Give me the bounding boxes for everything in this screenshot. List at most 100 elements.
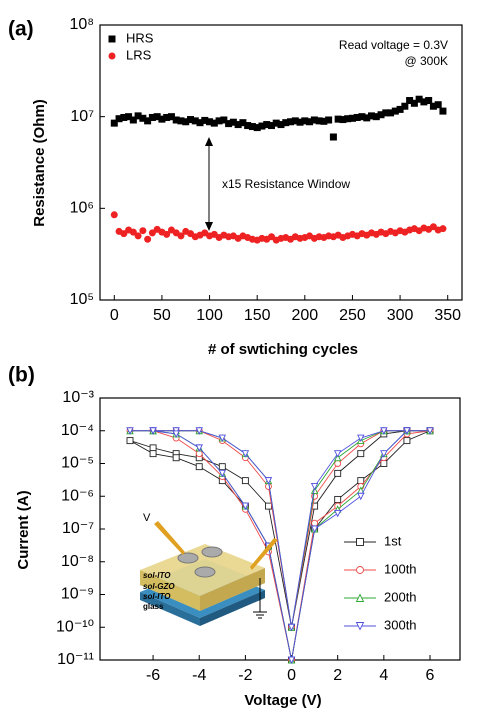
marker (139, 114, 147, 122)
marker (187, 116, 194, 124)
marker (391, 107, 399, 115)
marker (301, 117, 309, 125)
marker (144, 235, 152, 243)
x-tick-label: -4 (192, 667, 206, 684)
panel-label: (b) (8, 364, 35, 387)
marker (439, 107, 447, 115)
marker (339, 116, 347, 124)
y-tick-label: 10⁶ (70, 200, 94, 217)
legend-marker (356, 538, 364, 546)
x-tick-label: -2 (238, 667, 252, 684)
legend-label: LRS (126, 47, 152, 62)
marker (420, 98, 428, 106)
marker (357, 477, 365, 485)
marker (144, 117, 152, 125)
marker (357, 450, 365, 458)
marker (201, 116, 209, 124)
y-tick-label: 10⁻⁸ (61, 553, 94, 570)
marker (380, 460, 388, 467)
y-axis-label: Current (A) (15, 490, 32, 569)
annotation: Read voltage = 0.3V (339, 38, 448, 52)
marker (172, 116, 180, 124)
marker (348, 114, 356, 122)
marker (306, 118, 314, 126)
marker (439, 225, 447, 233)
marker (403, 427, 411, 435)
marker (129, 116, 137, 124)
x-tick-label: 250 (339, 307, 366, 324)
marker (325, 116, 333, 124)
marker (241, 450, 250, 458)
marker (401, 102, 409, 110)
plot-frame (99, 24, 463, 301)
marker (244, 122, 252, 130)
marker (333, 453, 342, 462)
marker (403, 437, 411, 445)
marker (358, 113, 366, 121)
marker (126, 427, 134, 435)
marker (110, 211, 118, 219)
marker (334, 495, 342, 503)
marker (334, 115, 342, 123)
marker (177, 232, 185, 240)
marker (134, 232, 142, 240)
legend-label: 100th (384, 561, 417, 576)
marker (120, 230, 128, 238)
marker (195, 444, 203, 452)
marker (429, 102, 437, 110)
x-tick-label: -6 (146, 667, 160, 684)
marker (220, 116, 228, 124)
marker (115, 115, 123, 123)
marker (425, 97, 433, 105)
marker (372, 113, 380, 121)
marker (172, 454, 180, 462)
marker (406, 97, 414, 105)
marker (126, 437, 134, 445)
y-tick-label: 10⁷ (70, 108, 94, 125)
marker (363, 114, 371, 122)
marker (191, 117, 199, 125)
x-tick-label: 300 (387, 307, 414, 324)
marker (218, 434, 227, 443)
marker (287, 656, 296, 665)
x-tick-label: 4 (379, 667, 388, 684)
y-tick-label: 10⁻⁵ (61, 455, 94, 472)
marker (148, 113, 156, 121)
legend-marker (355, 593, 365, 602)
marker (315, 117, 323, 125)
marker (368, 112, 375, 120)
marker (241, 502, 250, 511)
marker (229, 118, 237, 126)
legend-label: 300th (384, 617, 417, 632)
marker (434, 101, 442, 109)
legend-marker (108, 52, 116, 60)
panel-label: (a) (8, 18, 34, 41)
window-arrow (205, 137, 213, 231)
marker (149, 450, 157, 458)
annotation: @ 300K (404, 54, 448, 68)
marker (310, 486, 319, 494)
marker (241, 477, 249, 485)
marker (353, 113, 361, 121)
x-axis-label: Voltage (V) (244, 692, 321, 709)
marker (380, 427, 388, 435)
x-tick-label: 150 (244, 307, 271, 324)
marker (210, 119, 218, 127)
marker (239, 119, 247, 127)
marker (320, 117, 328, 125)
marker (310, 482, 319, 491)
marker (277, 121, 285, 129)
marker (158, 115, 166, 123)
marker (287, 623, 296, 632)
device-inset: V sol-ITO sol-GZO sol-ITO glass (140, 512, 278, 626)
x-axis-label: # of swtiching cycles (208, 341, 358, 358)
x-tick-label: 2 (333, 667, 342, 684)
marker (310, 116, 318, 124)
marker (149, 427, 157, 435)
marker (234, 121, 242, 129)
marker (182, 118, 190, 126)
inset-label: glass (143, 602, 164, 611)
marker (163, 113, 171, 121)
y-tick-label: 10⁻¹¹ (57, 651, 94, 668)
